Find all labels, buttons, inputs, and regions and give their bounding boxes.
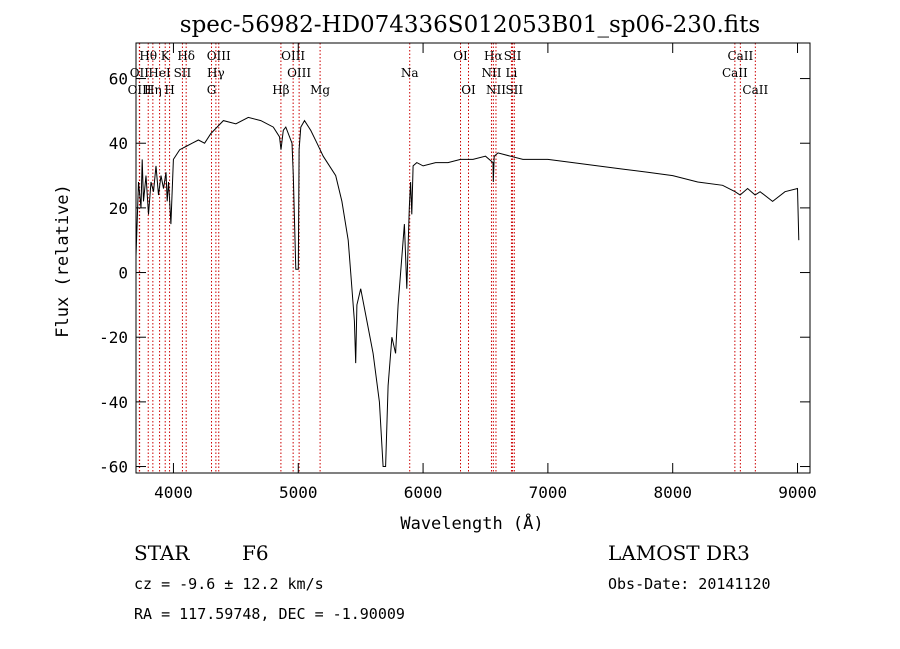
x-axis-label: Wavelength (Å)	[400, 512, 543, 534]
observation-date: Obs-Date: 20141120	[608, 575, 771, 593]
x-tick-label-3: 7000	[529, 483, 568, 502]
y-tick-label-2: -20	[99, 328, 128, 347]
coordinates: RA = 117.59748, DEC = -1.90009	[134, 605, 405, 623]
line-marker-label-17: OI	[453, 49, 468, 63]
line-marker-label-23: Li	[506, 66, 518, 80]
line-marker-label-20: NII	[481, 66, 501, 80]
y-tick-label-6: 60	[109, 70, 128, 89]
line-marker-label-6: H	[164, 83, 174, 97]
line-marker-label-16: Na	[401, 66, 419, 80]
line-marker-label-14: OIII	[287, 66, 311, 80]
line-marker-label-4: K	[161, 49, 171, 63]
line-marker-label-2: OIII	[128, 83, 152, 97]
line-marker-label-5: HeI	[148, 66, 171, 80]
x-tick-label-0: 4000	[154, 483, 193, 502]
line-marker-label-24: SII	[505, 83, 523, 97]
line-marker-label-3: Hη	[144, 83, 162, 97]
chart-title: spec-56982-HD074336S012053B01_sp06-230.f…	[180, 12, 760, 38]
y-tick-label-5: 40	[109, 134, 128, 153]
line-marker-label-9: OIII	[207, 49, 231, 63]
y-tick-label-0: -60	[99, 458, 128, 477]
x-tick-label-5: 9000	[778, 483, 817, 502]
line-marker-label-22: SII	[504, 49, 522, 63]
line-marker-label-21: NII	[486, 83, 506, 97]
x-tick-label-4: 8000	[653, 483, 692, 502]
line-marker-label-19: Hα	[484, 49, 503, 63]
y-tick-label-1: -40	[99, 393, 128, 412]
line-marker-label-12: Hβ	[272, 83, 289, 97]
line-marker-label-25: CaII	[727, 49, 753, 63]
object-class: STAR	[134, 541, 190, 565]
line-marker-label-11: G	[207, 83, 217, 97]
line-marker-label-7: Hδ	[177, 49, 195, 63]
object-subclass: F6	[242, 541, 269, 565]
line-marker-label-13: OIII	[281, 49, 305, 63]
y-axis-label: Flux (relative)	[53, 184, 73, 338]
redshift-cz: cz = -9.6 ± 12.2 km/s	[134, 575, 324, 593]
line-marker-label-10: Hγ	[207, 66, 225, 80]
line-marker-label-0: Hθ	[139, 49, 157, 63]
plot-frame	[135, 42, 811, 474]
x-tick-label-2: 6000	[404, 483, 443, 502]
y-tick-label-4: 20	[109, 199, 128, 218]
x-tick-label-1: 5000	[279, 483, 318, 502]
spectrum-line	[135, 116, 800, 467]
line-marker-label-15: Mg	[310, 83, 330, 97]
line-marker-label-1: OII	[130, 66, 150, 80]
axis-ticks: 4000 5000 6000 7000 8000 9000 -60 -40 -20 0 20 40 60	[99, 43, 817, 502]
line-marker-label-18: OI	[461, 83, 476, 97]
line-marker-label-26: CaII	[722, 66, 748, 80]
y-tick-label-3: 0	[118, 264, 128, 283]
survey-name: LAMOST DR3	[608, 541, 750, 565]
line-marker-label-27: CaII	[742, 83, 768, 97]
line-marker-label-8: SII	[174, 66, 192, 80]
